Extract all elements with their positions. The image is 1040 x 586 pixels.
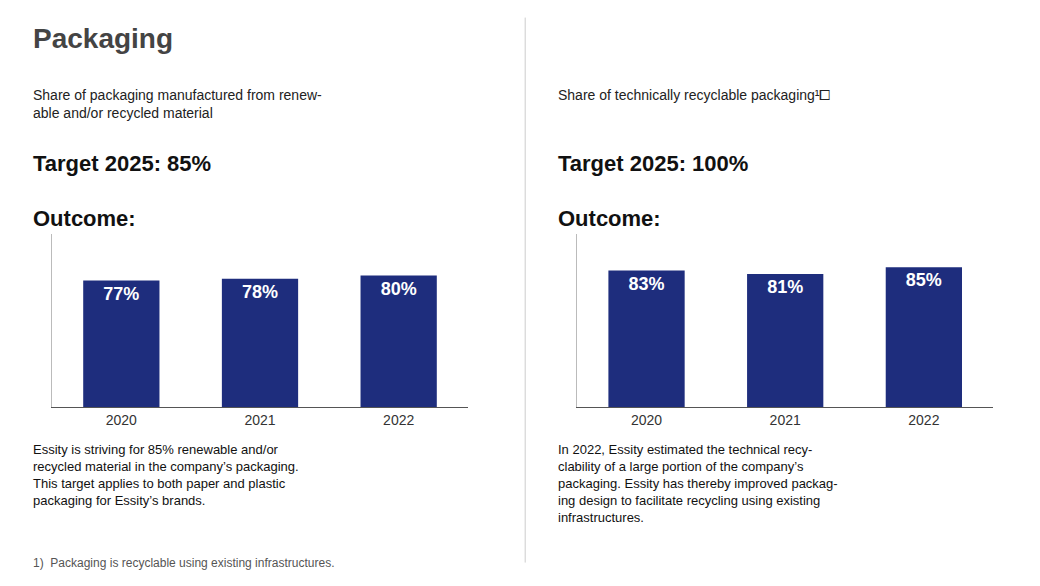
- svg-text:Target 2025: 100%: Target 2025: 100%: [558, 151, 748, 176]
- svg-text:85%: 85%: [906, 270, 942, 290]
- svg-text:Share of packaging manufacture: Share of packaging manufactured from ren…: [33, 87, 322, 121]
- svg-text:2020: 2020: [106, 412, 137, 428]
- svg-text:Outcome:: Outcome:: [558, 206, 661, 231]
- svg-text:Target 2025: 85%: Target 2025: 85%: [33, 151, 211, 176]
- svg-text:2020: 2020: [631, 412, 662, 428]
- svg-text:77%: 77%: [103, 284, 139, 304]
- svg-text:81%: 81%: [767, 277, 803, 297]
- svg-text:Packaging: Packaging: [33, 23, 173, 54]
- svg-text:2022: 2022: [908, 412, 939, 428]
- svg-text:Outcome:: Outcome:: [33, 206, 136, 231]
- svg-text:2022: 2022: [383, 412, 414, 428]
- svg-text:Essity is striving for 85% ren: Essity is striving for 85% renewable and…: [33, 442, 299, 508]
- svg-text:2021: 2021: [244, 412, 275, 428]
- svg-text:Share of technically recyclabl: Share of technically recyclable packagin…: [558, 87, 830, 103]
- svg-text:1) Packaging is recyclable us: 1) Packaging is recyclable using existin…: [33, 556, 334, 570]
- svg-text:83%: 83%: [629, 274, 665, 294]
- svg-text:2021: 2021: [770, 412, 801, 428]
- svg-text:In 2022, Essity estimated the: In 2022, Essity estimated the technical …: [558, 442, 838, 525]
- svg-text:78%: 78%: [242, 282, 278, 302]
- svg-text:80%: 80%: [381, 279, 417, 299]
